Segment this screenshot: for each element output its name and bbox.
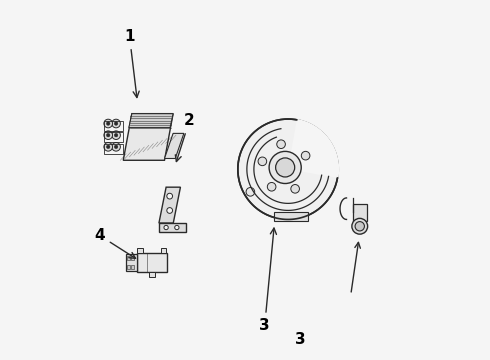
Bar bbox=[126, 253, 137, 271]
Polygon shape bbox=[129, 114, 173, 128]
Bar bbox=[161, 248, 166, 253]
Bar bbox=[103, 144, 123, 154]
Circle shape bbox=[167, 208, 172, 213]
Bar bbox=[131, 265, 134, 269]
Circle shape bbox=[106, 122, 110, 125]
Circle shape bbox=[246, 188, 255, 196]
Circle shape bbox=[269, 152, 301, 184]
Polygon shape bbox=[165, 134, 184, 158]
Bar bbox=[103, 132, 123, 142]
Circle shape bbox=[175, 225, 179, 230]
Circle shape bbox=[106, 145, 110, 149]
Polygon shape bbox=[123, 114, 173, 160]
Circle shape bbox=[114, 122, 118, 125]
Bar bbox=[127, 256, 130, 260]
Circle shape bbox=[167, 193, 172, 199]
Wedge shape bbox=[288, 119, 339, 178]
Circle shape bbox=[104, 143, 113, 151]
Bar bbox=[137, 248, 143, 253]
Bar bbox=[127, 265, 130, 269]
Circle shape bbox=[277, 140, 285, 149]
Circle shape bbox=[114, 134, 118, 137]
Circle shape bbox=[258, 157, 267, 166]
Circle shape bbox=[114, 145, 118, 149]
Text: 2: 2 bbox=[175, 113, 195, 162]
Text: 4: 4 bbox=[95, 228, 136, 258]
Polygon shape bbox=[274, 212, 308, 221]
Text: 3: 3 bbox=[295, 332, 306, 347]
Circle shape bbox=[112, 143, 121, 151]
Bar bbox=[137, 253, 167, 273]
Circle shape bbox=[301, 151, 310, 160]
Bar bbox=[149, 272, 155, 276]
Circle shape bbox=[112, 119, 121, 128]
Bar bbox=[353, 204, 367, 221]
Circle shape bbox=[164, 225, 168, 230]
Circle shape bbox=[268, 183, 276, 191]
Text: 3: 3 bbox=[259, 228, 276, 333]
Polygon shape bbox=[159, 187, 180, 223]
Circle shape bbox=[104, 119, 113, 128]
Circle shape bbox=[352, 219, 368, 234]
Circle shape bbox=[104, 131, 113, 139]
Circle shape bbox=[112, 131, 121, 139]
Bar bbox=[131, 256, 134, 260]
Circle shape bbox=[355, 222, 365, 231]
Text: 1: 1 bbox=[124, 29, 139, 98]
Polygon shape bbox=[159, 223, 186, 232]
Circle shape bbox=[276, 158, 294, 177]
Circle shape bbox=[106, 134, 110, 137]
Bar bbox=[103, 121, 123, 131]
Circle shape bbox=[238, 119, 338, 220]
Circle shape bbox=[291, 185, 299, 193]
